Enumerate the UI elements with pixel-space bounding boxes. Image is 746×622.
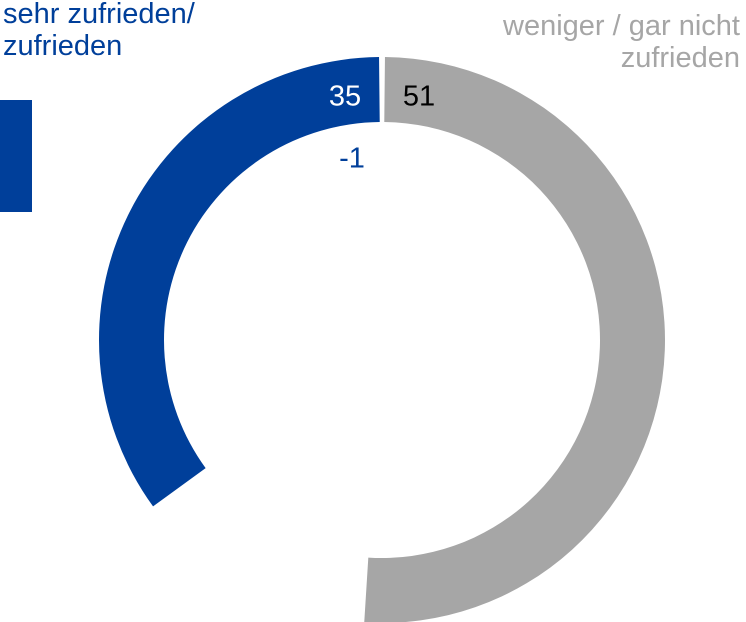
accent-bar [0, 100, 32, 212]
value-label: 35 [329, 81, 361, 113]
donut-segment [364, 57, 665, 622]
donut-segment [98, 57, 380, 507]
value-label: 51 [403, 81, 435, 113]
change-label: -1 [339, 143, 365, 175]
category-label: sehr zufrieden/ zufrieden [3, 0, 195, 62]
category-label: weniger / gar nicht zufrieden [503, 10, 740, 74]
